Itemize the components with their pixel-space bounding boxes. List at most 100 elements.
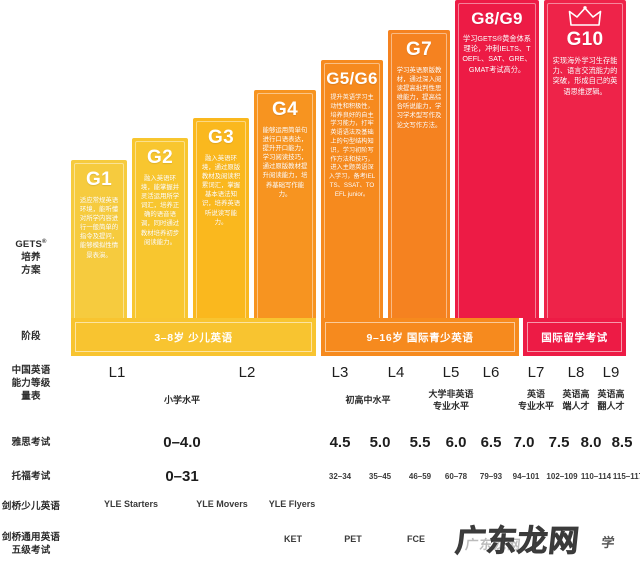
cse-level-l9: L9 [602, 364, 620, 381]
cse-level-l5: L5 [442, 364, 460, 381]
rail-label-stage: 阶段 [0, 330, 62, 343]
cse-description-0: 小学水平 [163, 395, 201, 405]
bar-g3[interactable]: G3 融入英语环境，通过原版教材及阅读积累词汇，掌握基本语法知识，培养英语听说读写… [193, 118, 249, 318]
yle-item-1: YLE Movers [196, 499, 248, 509]
stage-segment-kids[interactable]: 3–8岁 少儿英语 [71, 318, 316, 356]
bar-title-g3: G3 [208, 127, 234, 148]
yle-item-2: YLE Flyers [268, 499, 316, 509]
stage-segment-teen[interactable]: 9–16岁 国际青少英语 [321, 318, 519, 356]
watermark-main: 广东龙网 [453, 524, 582, 560]
bar-g7[interactable]: G7 学习英语原版教材，通过深入阅读提高批判性思维能力，提高综合听说能力，学习学术… [388, 30, 450, 318]
rail-label-ket: 剑桥通用英语 五级考试 [0, 531, 62, 557]
ielts-score-1: 5.0 [369, 434, 391, 451]
cse-level-l3: L3 [331, 364, 349, 381]
ielts-score-4: 6.5 [480, 434, 502, 451]
cse-description-5: 英语高 翻人才 [597, 389, 625, 411]
watermark: 广东龙网 广东龙网 学 [449, 512, 640, 564]
cse-line1: 中国英语 [11, 365, 51, 376]
bar-description-g5g6: 提升英语学习主动性和积极性，培养良好的自主学习能力，打牢英语语法及基础上的句型结… [328, 94, 376, 198]
bar-g1[interactable]: G1 适应常规英语环境，能听懂对所学内容进行一般简单的指令及提问，能够模拟性情景表… [71, 160, 127, 318]
bar-description-g4: 能够运用简单句进行口语表达，提升开口能力，学习阅读技巧，通过原版教材提升阅读能力… [262, 127, 308, 198]
registered-mark-icon: ® [42, 239, 47, 245]
bar-description-g7: 学习英语原版教材，通过深入阅读提高批判性思维能力，提高综合听说能力，学习学术型写… [396, 67, 442, 129]
toefl-score-2: 46–59 [408, 472, 432, 481]
toefl-score-0: 32–34 [328, 472, 352, 481]
yle-item-0: YLE Starters [103, 499, 159, 509]
ielts-score-6: 7.5 [548, 434, 570, 451]
bar-description-g1: 适应常规英语环境，能听懂对所学内容进行一般简单的指令及提问，能够模拟性情景表演。 [79, 197, 119, 259]
cse-description-1: 初高中水平 [345, 395, 391, 405]
toefl-score-6: 102–109 [546, 472, 578, 481]
bar-title-g10: G10 [566, 29, 604, 50]
toefl-row-label: 托福考试 [11, 471, 51, 482]
cse-line3: 量表 [21, 391, 41, 402]
toefl-score-7: 110–114 [580, 472, 612, 481]
bar-g5g6[interactable]: G5/G6 提升英语学习主动性和积极性，培养良好的自主学习能力，打牢英语语法及基础… [321, 60, 383, 318]
stage-segment-label: 3–8岁 少儿英语 [154, 331, 233, 344]
bar-description-g2: 融入英语环境，能掌握并灵活运用所学词汇，培养正确的语音语调，同时通过教材培养初步… [140, 175, 180, 246]
cse-description-3: 英语 专业水平 [517, 389, 555, 411]
gets-brand: GETS [15, 239, 43, 251]
bar-chart: G1 适应常规英语环境，能听懂对所学内容进行一般简单的指令及提问，能够模拟性情景表… [62, 0, 640, 318]
bar-title-g5g6: G5/G6 [326, 69, 378, 88]
ielts-score-8: 8.5 [611, 434, 633, 451]
bar-title-g7: G7 [406, 39, 432, 60]
ielts-score-3: 6.0 [445, 434, 467, 451]
ielts-score-5: 7.0 [513, 434, 535, 451]
ket-item-0: KET [284, 534, 302, 544]
ielts-score-2: 5.5 [409, 434, 431, 451]
bar-g8g9[interactable]: G8/G9 学习GETS®黄金体系理论，冲刺IELTS、TOEFL、SAT、GRE… [455, 0, 539, 318]
row-cse-levels: L1 L2 L3 L4 L5 L6 L7 L8 L9 小学水平 初高中水平 大学非英语 专业水平 英语 专业… [62, 364, 640, 411]
row-ket: KET PET FCE [62, 534, 640, 552]
gets-line2: 培养 [21, 252, 41, 264]
ket-line2: 五级考试 [11, 545, 51, 556]
toefl-score-3: 60–78 [444, 472, 468, 481]
cse-description-2: 大学非英语 专业水平 [428, 389, 474, 411]
watermark-sub: 学 [600, 536, 617, 551]
bar-description-g3: 融入英语环境，通过原版教材及阅读积累词汇，掌握基本语法知识，培养英语听说读写能力… [201, 155, 241, 226]
row-toefl-scores: 0–31 32–34 35–45 46–59 60–78 79–93 94–101 102–1… [62, 468, 640, 488]
gets-line3: 方案 [21, 265, 41, 277]
ielts-score-7: 8.0 [580, 434, 602, 451]
rail-label-gets: GETS® 培养 方案 [0, 236, 62, 277]
ket-line1: 剑桥通用英语 [1, 532, 61, 543]
bar-title-g1: G1 [86, 169, 112, 190]
toefl-score-5: 94–101 [512, 472, 540, 481]
row-ielts-scores: 0–4.04.55.05.56.06.57.07.58.08.59.0 [62, 434, 640, 458]
rail-label-yle: 剑桥少儿英语 [0, 500, 62, 513]
rail-label-cse: 中国英语 能力等级 量表 [0, 364, 62, 403]
toefl-score-wide: 0–31 [165, 468, 199, 485]
toefl-score-4: 79–93 [479, 472, 503, 481]
cse-line2: 能力等级 [11, 378, 51, 389]
bar-title-g4: G4 [272, 99, 298, 120]
stage-band: 3–8岁 少儿英语 9–16岁 国际青少英语 国际留学考试 [62, 318, 640, 356]
ielts-row-label: 雅思考试 [11, 437, 51, 448]
row-yle: YLE Starters YLE Movers YLE Flyers [62, 499, 640, 517]
stage-segment-abroad[interactable]: 国际留学考试 [523, 318, 626, 356]
stage-segment-label: 9–16岁 国际青少英语 [366, 331, 474, 344]
stage-row-label: 阶段 [21, 331, 41, 342]
cse-level-l6: L6 [482, 364, 500, 381]
ielts-score-wide: 0–4.0 [163, 434, 201, 451]
bar-title-g8g9: G8/G9 [471, 9, 523, 28]
bar-g2[interactable]: G2 融入英语环境，能掌握并灵活运用所学词汇，培养正确的语音语调，同时通过教材培养… [132, 138, 188, 318]
rail-label-ielts: 雅思考试 [0, 436, 62, 449]
stage-segment-label: 国际留学考试 [541, 331, 608, 344]
toefl-score-8: 115–117 [612, 472, 640, 481]
cse-level-l4: L4 [387, 364, 405, 381]
yle-row-label: 剑桥少儿英语 [1, 501, 61, 512]
bar-description-g10: 实现海外学习生存能力、语言交流能力的突破，形成自己的英语思维逻辑。 [552, 56, 618, 96]
bar-description-g8g9: 学习GETS®黄金体系理论，冲刺IELTS、TOEFL、SAT、GRE、GMAT… [462, 34, 532, 74]
bar-title-g2: G2 [147, 147, 173, 168]
ket-item-1: PET [344, 534, 362, 544]
rail-label-toefl: 托福考试 [0, 470, 62, 483]
bar-g10[interactable]: G10 实现海外学习生存能力、语言交流能力的突破，形成自己的英语思维逻辑。 [544, 0, 626, 318]
toefl-score-1: 35–45 [368, 472, 392, 481]
ielts-score-0: 4.5 [329, 434, 351, 451]
crown-icon [568, 6, 602, 26]
ket-item-2: FCE [407, 534, 425, 544]
cse-level-l7: L7 [527, 364, 545, 381]
bar-g4[interactable]: G4 能够运用简单句进行口语表达，提升开口能力，学习阅读技巧，通过原版教材提升阅读… [254, 90, 316, 318]
cse-description-4: 英语高 端人才 [562, 389, 590, 411]
